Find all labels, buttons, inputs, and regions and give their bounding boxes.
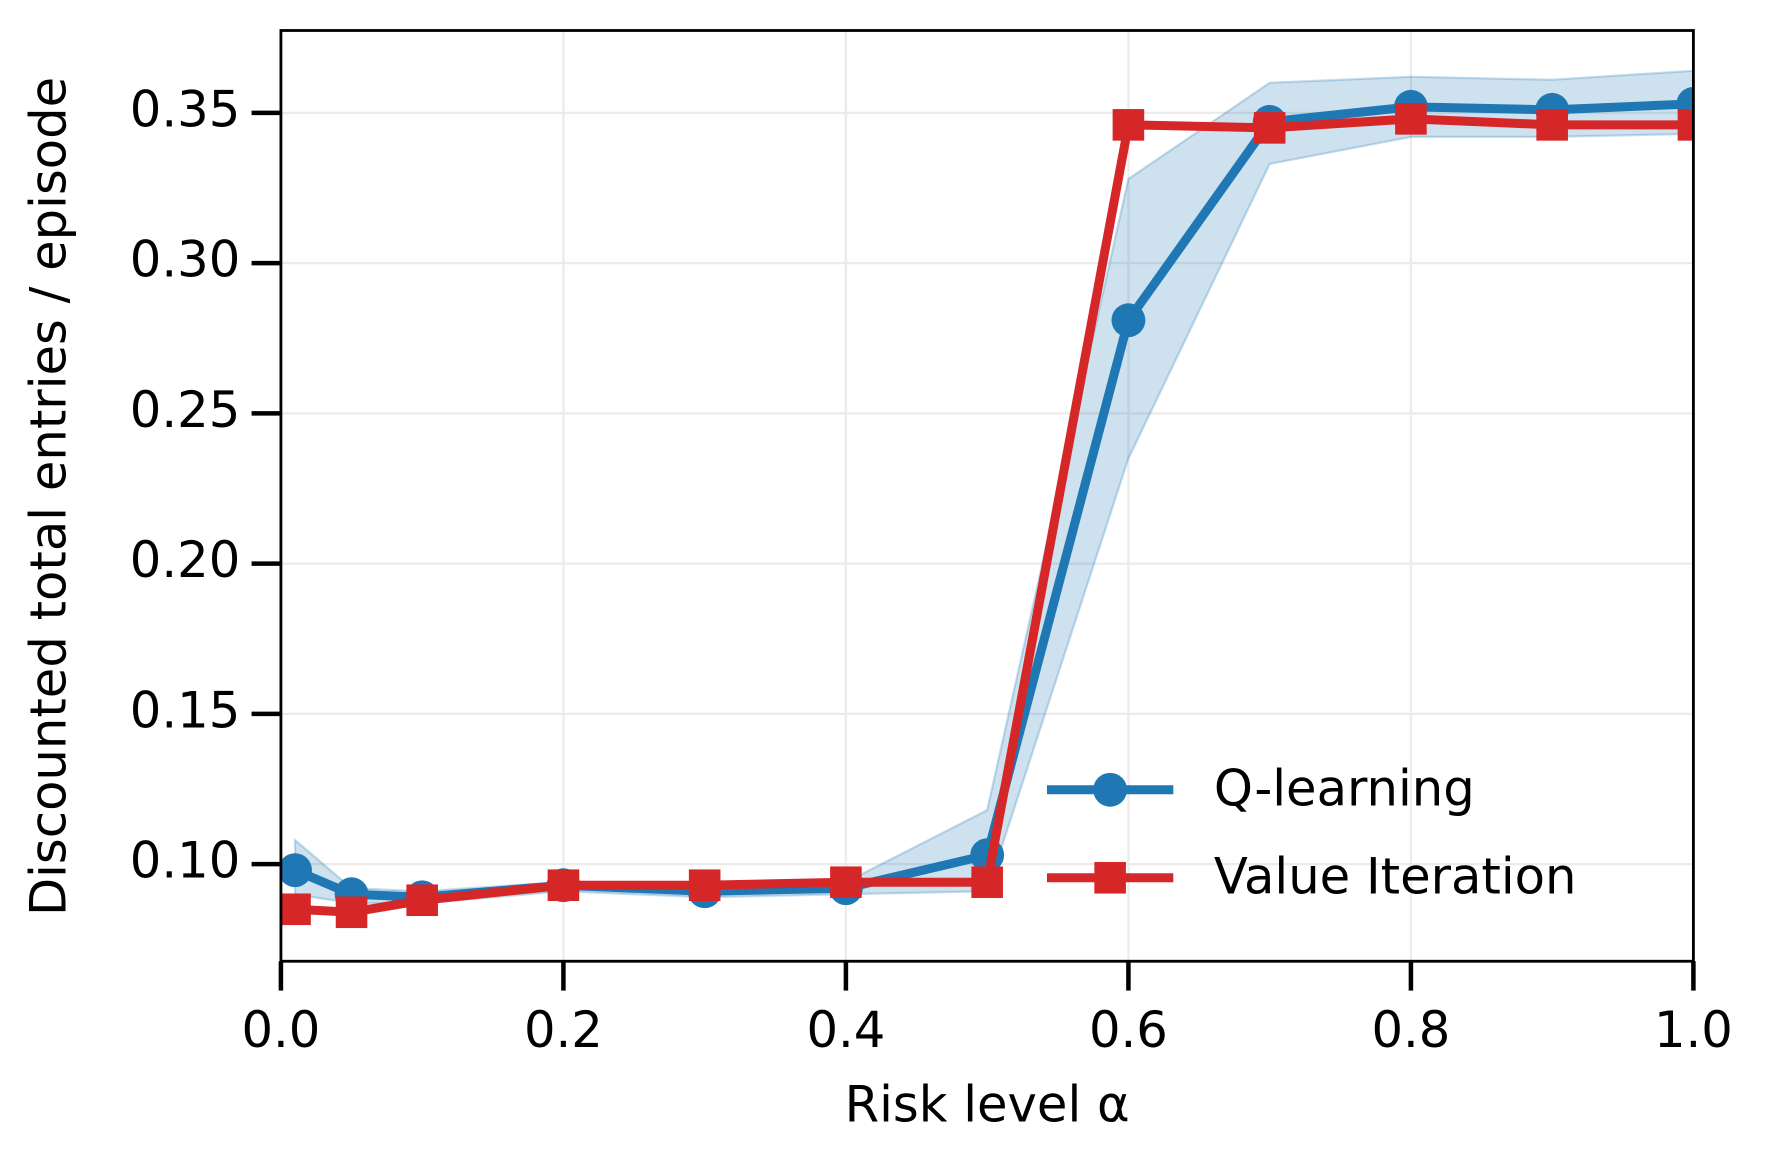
x-tick-label: 0.8: [1371, 1001, 1450, 1059]
y-tick-label: 0.35: [130, 80, 241, 138]
y-tick-label: 0.20: [130, 531, 241, 589]
y-tick-label: 0.30: [130, 231, 241, 289]
y-tick-label: 0.10: [130, 832, 241, 890]
marker: [547, 869, 580, 902]
y-axis-label: Discounted total entries / episode: [19, 77, 77, 916]
marker: [830, 866, 862, 899]
confidence-band: [293, 69, 1694, 905]
marker: [688, 869, 721, 902]
marker: [1253, 112, 1286, 144]
marker: [1395, 103, 1427, 135]
marker: [1536, 109, 1568, 141]
legend-label: Q-learning: [1214, 760, 1475, 818]
axes-frame: [279, 29, 1695, 963]
y-tick-label: 0.25: [130, 381, 241, 439]
plot-area: [280, 69, 1694, 929]
x-tick-label: 0.0: [241, 1001, 320, 1059]
marker: [1677, 109, 1694, 141]
x-tick-label: 1.0: [1654, 1001, 1733, 1059]
marker: [1112, 109, 1145, 141]
legend-marker: [1093, 772, 1128, 807]
x-tick-label: 0.4: [806, 1001, 885, 1059]
marker: [280, 893, 311, 926]
marker: [335, 896, 368, 929]
x-axis-label: Risk level α: [845, 1075, 1130, 1133]
legend-label: Value Iteration: [1214, 848, 1577, 906]
marker: [1111, 303, 1146, 338]
x-tick-label: 0.2: [524, 1001, 603, 1059]
x-tick-label: 0.6: [1089, 1001, 1168, 1059]
marker: [971, 866, 1003, 899]
marker: [280, 853, 312, 888]
marker: [406, 884, 438, 917]
y-tick-label: 0.15: [130, 681, 241, 739]
legend-marker: [1094, 861, 1126, 894]
